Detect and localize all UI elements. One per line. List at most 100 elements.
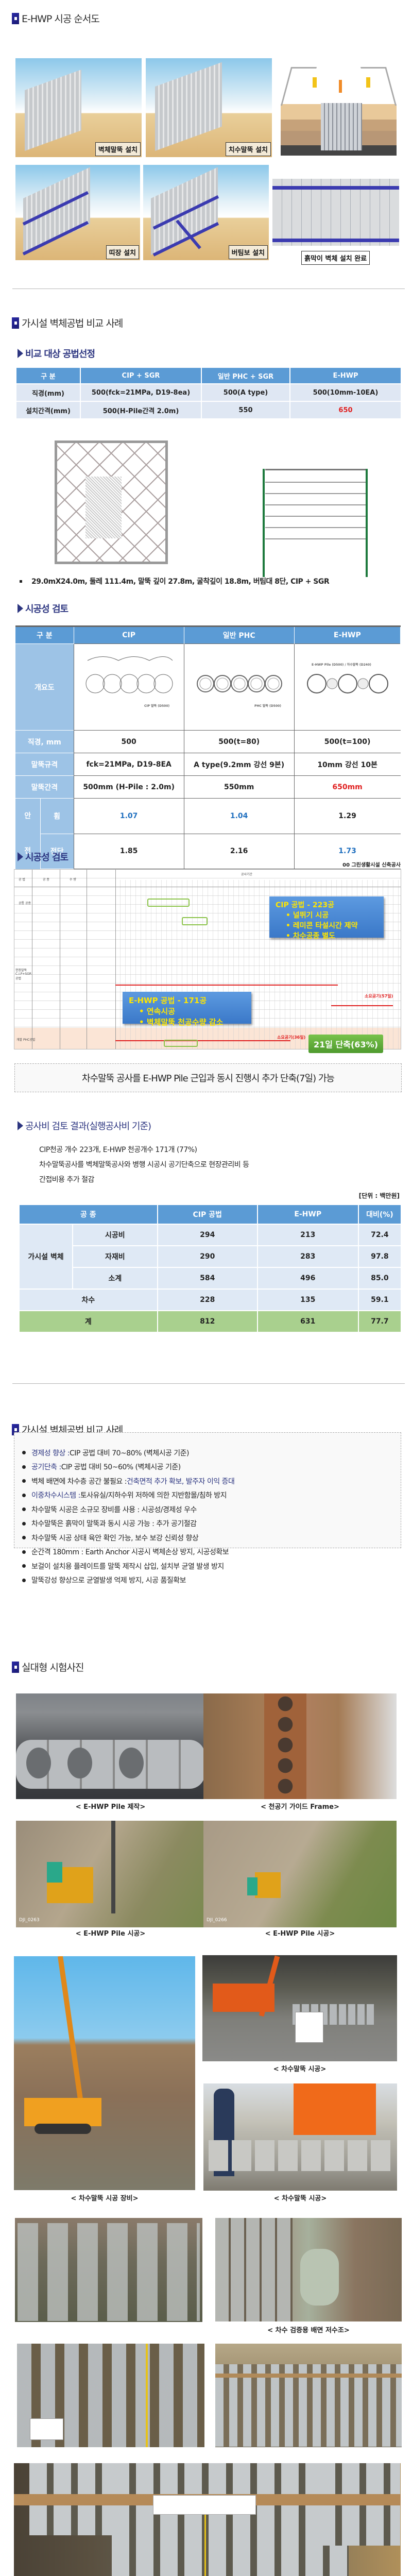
table-row: 말뚝간격 500mm (H-Pile : 2.0m) 550mm 650mm — [15, 775, 401, 799]
constructability-table: 구 분 CIP 일반 PHC E-HWP 개요도 CIP 말뚝 (D500) — [15, 625, 401, 905]
bullet-icon — [22, 1451, 26, 1455]
step-image-complete-wall — [272, 179, 399, 246]
photo-stamp: DJI_0266 — [207, 1918, 227, 1923]
section-drawing — [214, 420, 402, 577]
list-item: 벽체 배면에 차수층 공간 불필요 : 건축면적 추가 확보, 발주자 이익 증… — [22, 1474, 401, 1488]
svg-text:E-HWP Pile (D500) / 차수말뚝 (D240: E-HWP Pile (D500) / 차수말뚝 (D240) — [312, 663, 371, 667]
schedule-summary: 차수말뚝 공사를 E-HWP Pile 근입과 동시 진행시 추가 단축(7일)… — [14, 1063, 402, 1092]
cip-duration-bar — [115, 985, 338, 986]
table-row: 안전율 휨 1.07 1.04 1.29 — [15, 798, 401, 905]
list-item: 경제성 향상 : CIP 공법 대비 70~80% (벽체시공 기준) — [22, 1446, 401, 1460]
subtitle-schedule: 시공성 검토 — [18, 850, 68, 863]
list-item: 순간격 180mm : Earth Anchor 시공시 벽체손상 방지, 시공… — [22, 1545, 401, 1560]
section-title-sequence: E-HWP 시공 순서도 — [12, 11, 100, 25]
svg-text:PHC 말뚝 (D500): PHC 말뚝 (D500) — [254, 704, 281, 708]
photo-caption: < E-HWP Pile 제작> — [75, 1803, 146, 1811]
photo-water-pile-construction-2 — [203, 2083, 397, 2191]
photo-caption: < E-HWP Pile 시공> — [265, 1930, 335, 1938]
table-header: E-HWP — [289, 367, 402, 384]
bullet-icon — [22, 1479, 26, 1483]
table-row: 전단 1.85 2.16 1.73 — [15, 833, 401, 869]
overview-row: 개요도 CIP 말뚝 (D500) PHC 말뚝 (D500) — [15, 643, 401, 731]
photo-caption: < 천공기 가이드 Frame> — [261, 1803, 339, 1811]
list-item: 차수말뚝은 흙막이 말뚝과 동시 시공 가능 : 추가 공기절감 — [22, 1517, 401, 1531]
table-header: 일반 PHC + SGR — [201, 367, 290, 384]
list-item: 차수말뚝 시공 상태 육안 확인 가능, 보수 보강 신뢰성 향상 — [22, 1531, 401, 1545]
table-row: 직경(mm) 500(fck=21MPa, D19-8ea) 500(A typ… — [15, 383, 402, 402]
step-label: 띠장 설치 — [106, 245, 139, 259]
overview-cip-diagram: CIP 말뚝 (D500) — [73, 643, 184, 731]
project-name: 00 그린생활시설 신축공사 — [342, 862, 401, 868]
step-image-water-pile: 치수말뚝 설치 — [146, 58, 272, 157]
table-row: 말뚝규격 fck=21MPa, D19-8EA A type(9.2mm 강선 … — [15, 753, 401, 776]
table-header: CIP + SGR — [80, 367, 202, 384]
cost-paragraph: CIP천공 개수 223개, E-HWP 천공개수 171개 (77%) 차수말… — [39, 1146, 249, 1184]
unit-label: [단위 : 백만원] — [358, 1192, 400, 1199]
photo-pile-construction-1: DJI_0263 — [16, 1821, 205, 1927]
photo-water-pile-construction-1 — [202, 1955, 397, 2061]
advantages-box: 경제성 향상 : CIP 공법 대비 70~80% (벽체시공 기준) 공기단축… — [14, 1432, 401, 1585]
target-selection-table: 구 분 CIP + SGR 일반 PHC + SGR E-HWP 직경(mm) … — [15, 367, 402, 419]
sgr-duration-bar — [331, 1005, 393, 1006]
photo-pile-fabrication — [16, 1693, 205, 1799]
table-row: 가시설 벽체 시공비 294 213 72.4 — [19, 1224, 402, 1290]
step-image-strut: 버팀보 설치 — [143, 165, 269, 260]
photo-caption: < E-HWP Pile 시공> — [75, 1930, 146, 1938]
list-item: 보걸이 설치용 플레이트를 말뚝 제작시 삽입, 설치부 균열 발생 방지 — [22, 1559, 401, 1573]
photo-pile-construction-2: DJI_0266 — [203, 1821, 397, 1927]
step-label: 치수말뚝 설치 — [225, 142, 271, 156]
square-bullet-icon — [12, 12, 19, 24]
photo-caption: < 차수말뚝 시공> — [273, 2195, 327, 2202]
square-bullet-icon — [12, 317, 19, 329]
photo-water-pile-equipment — [14, 1956, 195, 2190]
photo-caption: < 차수말뚝 시공 장비> — [71, 2195, 139, 2202]
bullet-icon — [22, 1564, 26, 1568]
photo-full-pile-wall — [14, 2463, 401, 2576]
step-image-wall-pile: 벽체말뚝 설치 — [15, 58, 142, 157]
bullet-icon — [22, 1493, 26, 1497]
subtitle-target-selection: 비교 대상 공법선정 — [18, 347, 95, 360]
step-image-section-diagram — [281, 57, 397, 156]
advantages-list: 경제성 향상 : CIP 공법 대비 70~80% (벽체시공 기준) 공기단축… — [22, 1446, 401, 1587]
divider — [12, 1383, 405, 1384]
step-label: 벽체말뚝 설치 — [95, 142, 141, 156]
photo-exposed-piles-1 — [17, 2344, 204, 2447]
section-title-comparison: 가시설 벽체공법 비교 사례 — [12, 316, 123, 330]
photo-caption: < 차수 검증용 배면 저수조> — [267, 2327, 350, 2334]
triangle-bullet-icon — [18, 604, 23, 613]
photo-caption: < 차수말뚝 시공> — [273, 2065, 327, 2073]
triangle-bullet-icon — [18, 852, 23, 861]
list-item: 이중차수시스템 : 토사유실/지하수위 저하에 의한 지반함몰/침하 방지 — [22, 1488, 401, 1503]
bullet-icon — [22, 1507, 26, 1512]
overview-ehwp-diagram: E-HWP Pile (D500) / 차수말뚝 (D240) — [294, 643, 401, 731]
bullet-icon — [22, 1550, 26, 1554]
callout-box — [164, 1040, 198, 1047]
list-item: 말뚝강성 향상으로 균열발생 억제 방지, 시공 품질확보 — [22, 1573, 401, 1588]
table-row: 소계 584 496 85.0 — [19, 1267, 402, 1290]
ehwp-duration-bar — [115, 1040, 290, 1041]
triangle-bullet-icon — [18, 1121, 23, 1130]
callout-box — [182, 917, 208, 925]
photo-reservoir — [215, 2218, 402, 2321]
table-row: 차수 228 135 59.1 — [19, 1289, 402, 1311]
bullet-icon — [22, 1578, 26, 1582]
cip-summary-box: CIP 공법 - 223공 • 널뛰기 시공 • 레미콘 타설시간 제약 • 차… — [269, 896, 384, 940]
triangle-bullet-icon — [18, 349, 23, 358]
subtitle-cost: 공사비 검토 결과(실행공사비 기준) — [18, 1119, 151, 1132]
reduction-badge: 21일 단축(63%) — [308, 1035, 383, 1053]
photo-stamp: DJI_0263 — [19, 1918, 40, 1923]
photo-guide-frame — [203, 1693, 397, 1799]
square-bullet-icon — [12, 1661, 19, 1673]
table-row: 설치간격(mm) 500(H-Pile간격 2.0m) 550 650 — [15, 401, 402, 419]
cost-table: 공 종 CIP 공법 E-HWP 대비(%) 가시설 벽체 시공비 294 21… — [19, 1204, 402, 1333]
table-row: 자재비 290 283 97.8 — [19, 1245, 402, 1268]
bullet-icon — [22, 1521, 26, 1526]
section-title-photos: 실대형 시험사진 — [12, 1660, 84, 1674]
table-header: 구 분 — [15, 367, 81, 384]
callout-box — [147, 899, 190, 907]
list-item: 공기단축 : CIP 공법 대비 50~60% (벽체시공 기준) — [22, 1460, 401, 1475]
step-label: 흙막이 벽체 설치 완료 — [301, 251, 370, 265]
photo-numbered-piles — [15, 2218, 202, 2322]
subtitle-constructability: 시공성 검토 — [18, 602, 68, 615]
step-label: 버팀보 설치 — [228, 245, 268, 259]
